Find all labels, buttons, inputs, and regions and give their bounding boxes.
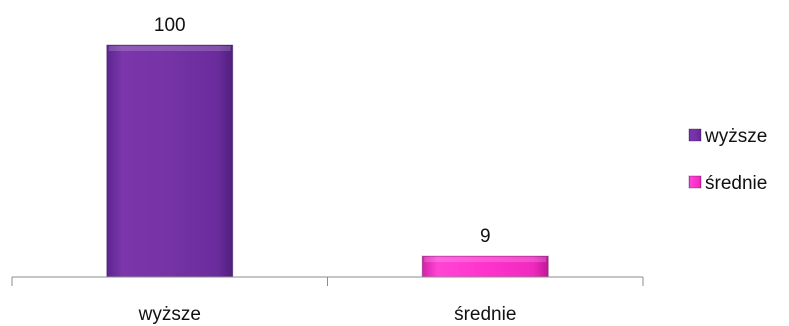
data-labels: 100 9 (154, 15, 491, 247)
legend-label-2: średnie (705, 173, 767, 194)
bar-highlight-2 (424, 257, 547, 263)
data-label-1: 100 (154, 15, 186, 36)
bar-highlight-1 (108, 46, 231, 51)
bar-body-1 (106, 44, 234, 278)
x-axis (11, 276, 644, 286)
x-tick-label-1: wyższe (138, 304, 201, 325)
x-tick-label-2: średnie (454, 304, 516, 325)
bars-layer (106, 44, 549, 278)
legend-item-2: średnie (688, 173, 767, 194)
legend-swatch-2 (688, 175, 702, 189)
legend-item-1: wyższe (688, 126, 767, 147)
bar-1 (106, 44, 234, 278)
legend-label-1: wyższe (704, 126, 767, 147)
legend: wyższe średnie (688, 126, 767, 194)
legend-swatch-1 (688, 128, 702, 142)
data-label-2: 9 (480, 226, 491, 247)
x-tick-labels: wyższe średnie (138, 304, 517, 325)
bar-2 (421, 255, 549, 278)
